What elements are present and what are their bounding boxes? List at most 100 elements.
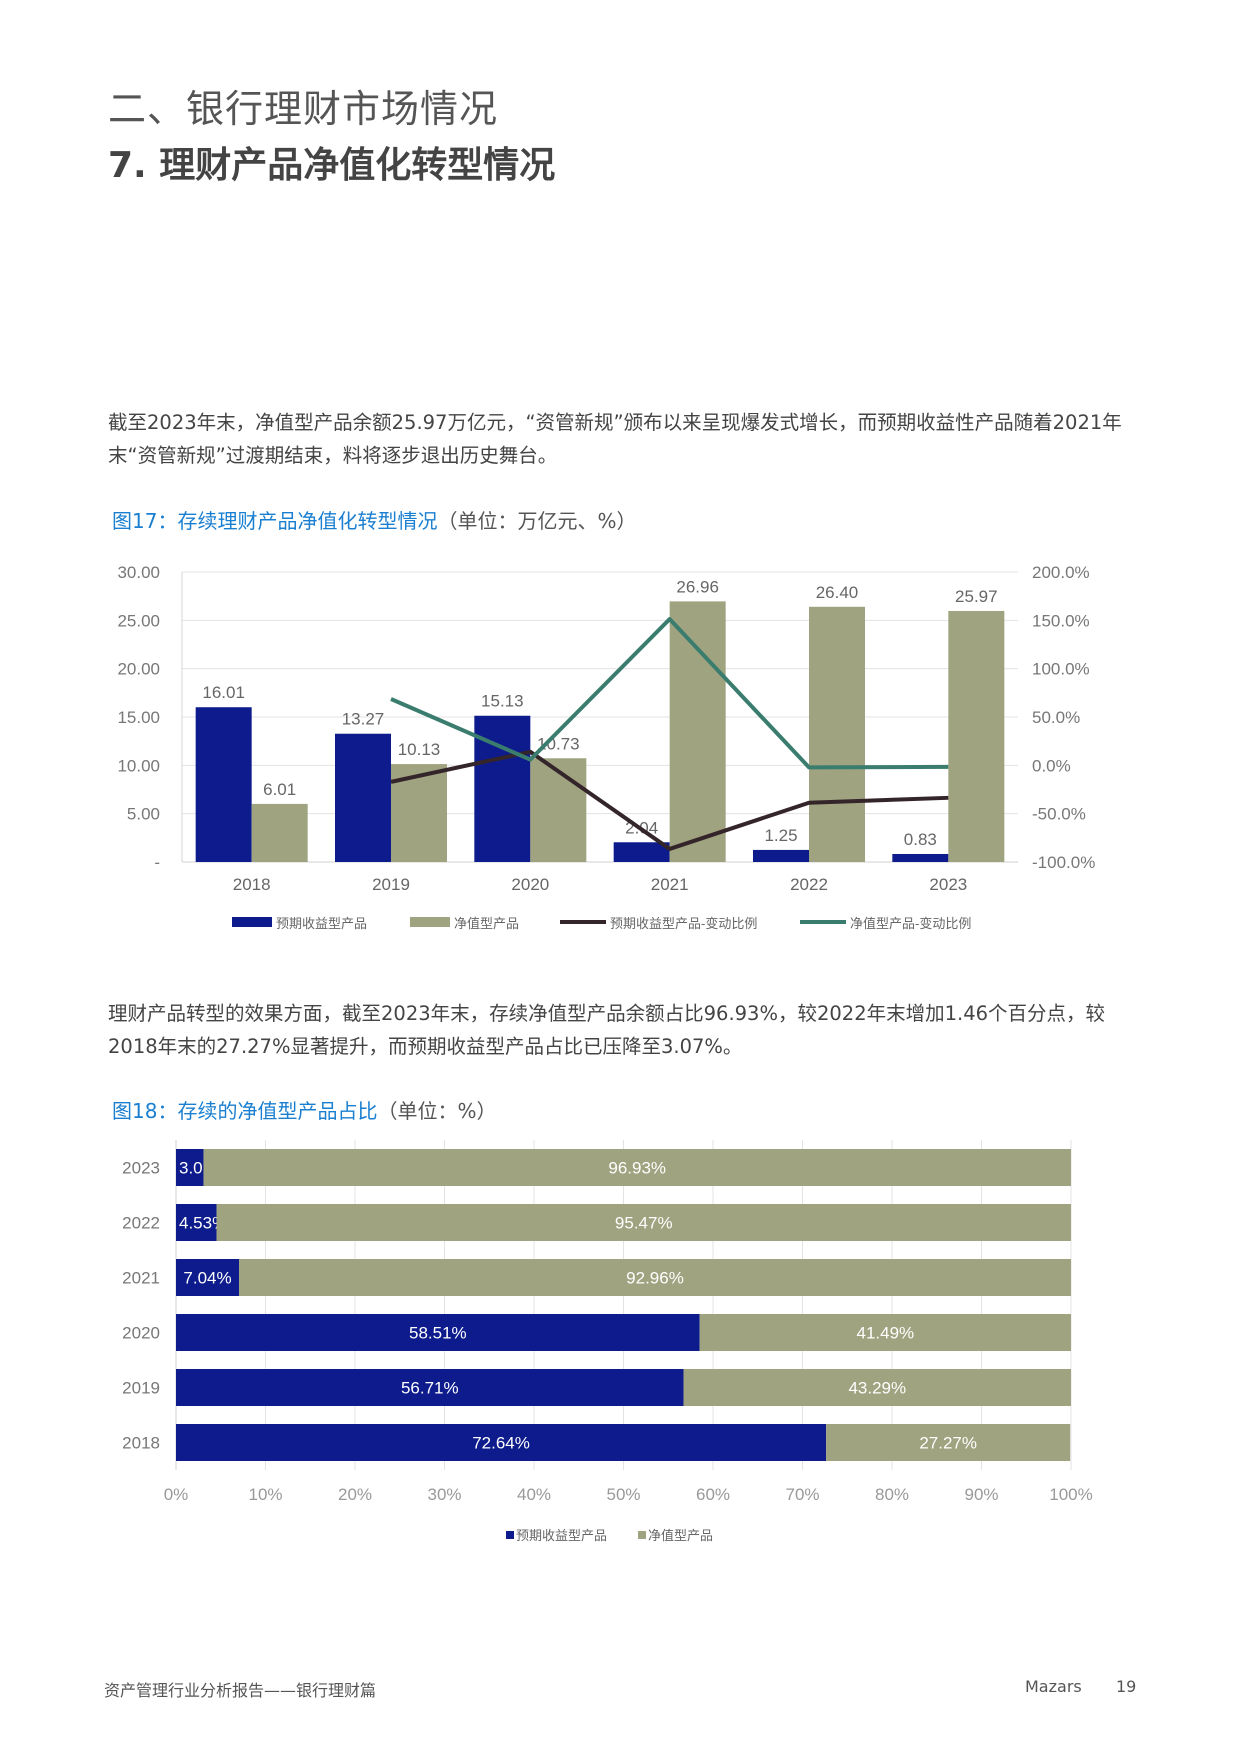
x-tick-label: 2019 — [372, 875, 410, 894]
y-right-tick-label: -50.0% — [1032, 805, 1086, 824]
bar-data-label: 0.83 — [904, 830, 937, 849]
x-tick-label: 30% — [427, 1485, 461, 1504]
y-right-tick-label: 150.0% — [1032, 611, 1090, 630]
footer-page-number: 19 — [1116, 1677, 1137, 1696]
bar-segment-expected-return — [176, 1149, 204, 1186]
bar-segment-expected-return — [176, 1369, 684, 1406]
x-tick-label: 50% — [606, 1485, 640, 1504]
x-tick-label: 80% — [875, 1485, 909, 1504]
bar-segment-net-value — [699, 1314, 1071, 1351]
x-tick-label: 70% — [785, 1485, 819, 1504]
bar-data-label: 13.27 — [342, 710, 385, 729]
figure-17-title: 图17：存续理财产品净值化转型情况（单位：万亿元、%） — [112, 505, 636, 534]
legend-label: 净值型产品 — [454, 916, 519, 931]
x-tick-label: 10% — [248, 1485, 282, 1504]
y-tick-label: 2023 — [122, 1159, 160, 1178]
bar-data-label: 10.13 — [398, 740, 441, 759]
bar-net-value — [669, 601, 726, 862]
x-tick-label: 2018 — [233, 875, 271, 894]
x-tick-label: 2020 — [511, 875, 549, 894]
figure-18-title-text: 图18：存续的净值型产品占比 — [112, 1099, 378, 1123]
x-tick-label: 100% — [1049, 1485, 1092, 1504]
line-expected-return-change — [390, 749, 949, 851]
y-right-tick-label: 200.0% — [1032, 563, 1090, 582]
y-right-tick-label: 0.0% — [1032, 756, 1071, 775]
y-tick-label: 2019 — [122, 1379, 160, 1398]
legend-label: 净值型产品-变动比例 — [850, 916, 971, 931]
y-right-tick-label: 50.0% — [1032, 708, 1080, 727]
figure-17-unit: （单位：万亿元、%） — [437, 509, 637, 533]
bar-data-label: 7.04% — [183, 1269, 231, 1288]
y-left-tick-label: 10.00 — [117, 756, 160, 775]
bar-data-label: 15.13 — [481, 692, 524, 711]
bar-segment-net-value — [826, 1424, 1071, 1461]
bar-segment-expected-return — [176, 1424, 827, 1461]
bar-data-label: 26.96 — [676, 577, 719, 596]
bar-segment-net-value — [239, 1259, 1071, 1296]
x-tick-label: 90% — [964, 1485, 998, 1504]
footer-report-title: 资产管理行业分析报告——银行理财篇 — [104, 1681, 377, 1700]
y-tick-label: 2018 — [122, 1434, 160, 1453]
bar-data-label: 27.27% — [919, 1434, 977, 1453]
legend-swatch — [506, 1531, 514, 1539]
y-tick-label: 2022 — [122, 1214, 160, 1233]
bar-net-value — [948, 610, 1005, 862]
line-net-value-change — [390, 617, 949, 770]
bar-net-value — [251, 803, 308, 862]
bar-expected-return — [753, 849, 809, 862]
figure-18-unit: （单位：%） — [377, 1099, 497, 1123]
bar-data-label: 96.93% — [608, 1159, 666, 1178]
bar-data-label: 25.97 — [955, 587, 998, 606]
x-tick-label: 0% — [164, 1485, 189, 1504]
bar-data-label: 58.51% — [409, 1324, 467, 1343]
bar-segment-expected-return — [176, 1314, 700, 1351]
y-tick-label: 2021 — [122, 1269, 160, 1288]
bar-data-label: 72.64% — [472, 1434, 530, 1453]
section-title: 二、银行理财市场情况 — [108, 87, 499, 131]
bar-data-label: 92.96% — [626, 1269, 684, 1288]
y-left-tick-label: 20.00 — [117, 660, 160, 679]
bar-data-label: 16.01 — [202, 683, 245, 702]
bar-expected-return — [335, 733, 391, 862]
chart-17-svg: - 5.00 10.00 15.00 20.00 25.00 30.00 -100.0% -50… — [117, 563, 1095, 931]
legend-swatch — [232, 917, 272, 927]
bar-data-label: 26.40 — [816, 583, 859, 602]
bar-net-value — [530, 758, 587, 862]
legend-label: 预期收益型产品 — [276, 916, 367, 931]
subsection-title: 7. 理财产品净值化转型情况 — [108, 145, 556, 186]
y-right-tick-label: -100.0% — [1032, 853, 1095, 872]
legend-label: 预期收益型产品 — [516, 1528, 607, 1543]
bar-data-label: 95.47% — [615, 1214, 673, 1233]
chart-18-svg: 0% 10% 20% 30% 40% 50% 60% 70% 80% 90% 100%2023 3.0… — [122, 1140, 1093, 1543]
bar-segment-net-value — [203, 1149, 1071, 1186]
y-left-tick-label: - — [154, 853, 160, 872]
legend-swatch — [410, 917, 450, 927]
chart-17: - 5.00 10.00 15.00 20.00 25.00 30.00 -100.0% -50… — [0, 550, 1240, 950]
footer-brand: Mazars — [1025, 1677, 1082, 1696]
x-tick-label: 40% — [517, 1485, 551, 1504]
paragraph-1: 截至2023年末，净值型产品余额25.97万亿元，“资管新规”颁布以来呈现爆发式… — [108, 411, 1122, 467]
bar-segment-net-value — [683, 1369, 1071, 1406]
y-left-tick-label: 25.00 — [117, 611, 160, 630]
bar-data-label: 1.25 — [764, 826, 797, 845]
bar-expected-return — [613, 842, 670, 862]
x-tick-label: 60% — [696, 1485, 730, 1504]
bar-segment-expected-return — [176, 1259, 240, 1296]
y-tick-label: 2020 — [122, 1324, 160, 1343]
bar-data-label: 41.49% — [856, 1324, 914, 1343]
bar-data-label: 6.01 — [263, 780, 296, 799]
paragraph-2: 理财产品转型的效果方面，截至2023年末，存续净值型产品余额占比96.93%，较… — [108, 1002, 1106, 1058]
figure-17-title-text: 图17：存续理财产品净值化转型情况 — [112, 509, 438, 533]
y-right-tick-label: 100.0% — [1032, 660, 1090, 679]
bar-expected-return — [195, 707, 252, 862]
x-tick-label: 2021 — [651, 875, 689, 894]
chart-18: 0% 10% 20% 30% 40% 50% 60% 70% 80% 90% 100% 2023 3.0… — [0, 1140, 1240, 1560]
x-tick-label: 2023 — [929, 875, 967, 894]
y-left-tick-label: 30.00 — [117, 563, 160, 582]
bar-data-label: 43.29% — [848, 1379, 906, 1398]
bar-data-label: 56.71% — [401, 1379, 459, 1398]
legend-label: 预期收益型产品-变动比例 — [610, 916, 757, 931]
figure-18-title: 图18：存续的净值型产品占比（单位：%） — [112, 1095, 496, 1124]
bar-net-value — [809, 606, 865, 862]
bar-segment-net-value — [216, 1204, 1071, 1241]
